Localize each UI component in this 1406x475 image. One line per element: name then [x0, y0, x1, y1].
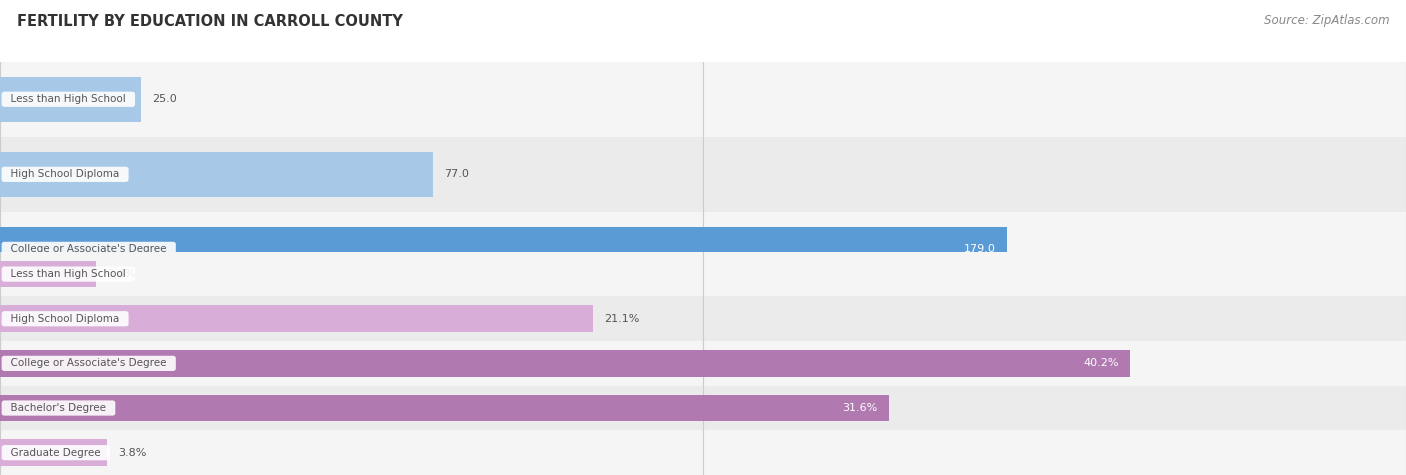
Bar: [0, 261, 96, 287]
Bar: [0, 137, 1406, 212]
Text: 25.0: 25.0: [152, 94, 177, 104]
Text: 63.0: 63.0: [366, 394, 391, 405]
Text: Graduate Degree: Graduate Degree: [4, 394, 107, 405]
Text: High School Diploma: High School Diploma: [4, 314, 127, 324]
Text: 179.0: 179.0: [963, 244, 995, 255]
Bar: [0, 212, 1406, 287]
Text: Graduate Degree: Graduate Degree: [4, 447, 107, 458]
Bar: [0, 62, 1406, 137]
Bar: [0, 341, 1406, 386]
Bar: [0, 350, 1130, 377]
Bar: [0, 152, 433, 197]
Bar: [0, 305, 593, 332]
Bar: [0, 227, 1007, 272]
Text: 21.1%: 21.1%: [605, 314, 640, 324]
Text: College or Associate's Degree: College or Associate's Degree: [4, 358, 173, 369]
Text: Less than High School: Less than High School: [4, 269, 132, 279]
Bar: [0, 386, 1406, 430]
Bar: [0, 395, 889, 421]
Bar: [0, 362, 1406, 437]
Bar: [0, 252, 1406, 296]
Text: High School Diploma: High School Diploma: [4, 169, 127, 180]
Bar: [0, 77, 141, 122]
Text: FERTILITY BY EDUCATION IN CARROLL COUNTY: FERTILITY BY EDUCATION IN CARROLL COUNTY: [17, 14, 402, 29]
Text: Bachelor's Degree: Bachelor's Degree: [4, 319, 112, 330]
Text: 77.0: 77.0: [444, 169, 470, 180]
Bar: [0, 430, 1406, 475]
Text: 3.8%: 3.8%: [118, 447, 146, 458]
Bar: [0, 439, 107, 466]
Bar: [0, 377, 354, 422]
Text: College or Associate's Degree: College or Associate's Degree: [4, 244, 173, 255]
Bar: [0, 296, 1406, 341]
Text: 31.6%: 31.6%: [842, 403, 877, 413]
Text: Bachelor's Degree: Bachelor's Degree: [4, 403, 112, 413]
Bar: [0, 302, 1249, 347]
Text: 222.0: 222.0: [1205, 319, 1237, 330]
Text: 3.4%: 3.4%: [107, 269, 135, 279]
Text: Less than High School: Less than High School: [4, 94, 132, 104]
Text: Source: ZipAtlas.com: Source: ZipAtlas.com: [1264, 14, 1389, 27]
Text: 40.2%: 40.2%: [1084, 358, 1119, 369]
Bar: [0, 287, 1406, 362]
